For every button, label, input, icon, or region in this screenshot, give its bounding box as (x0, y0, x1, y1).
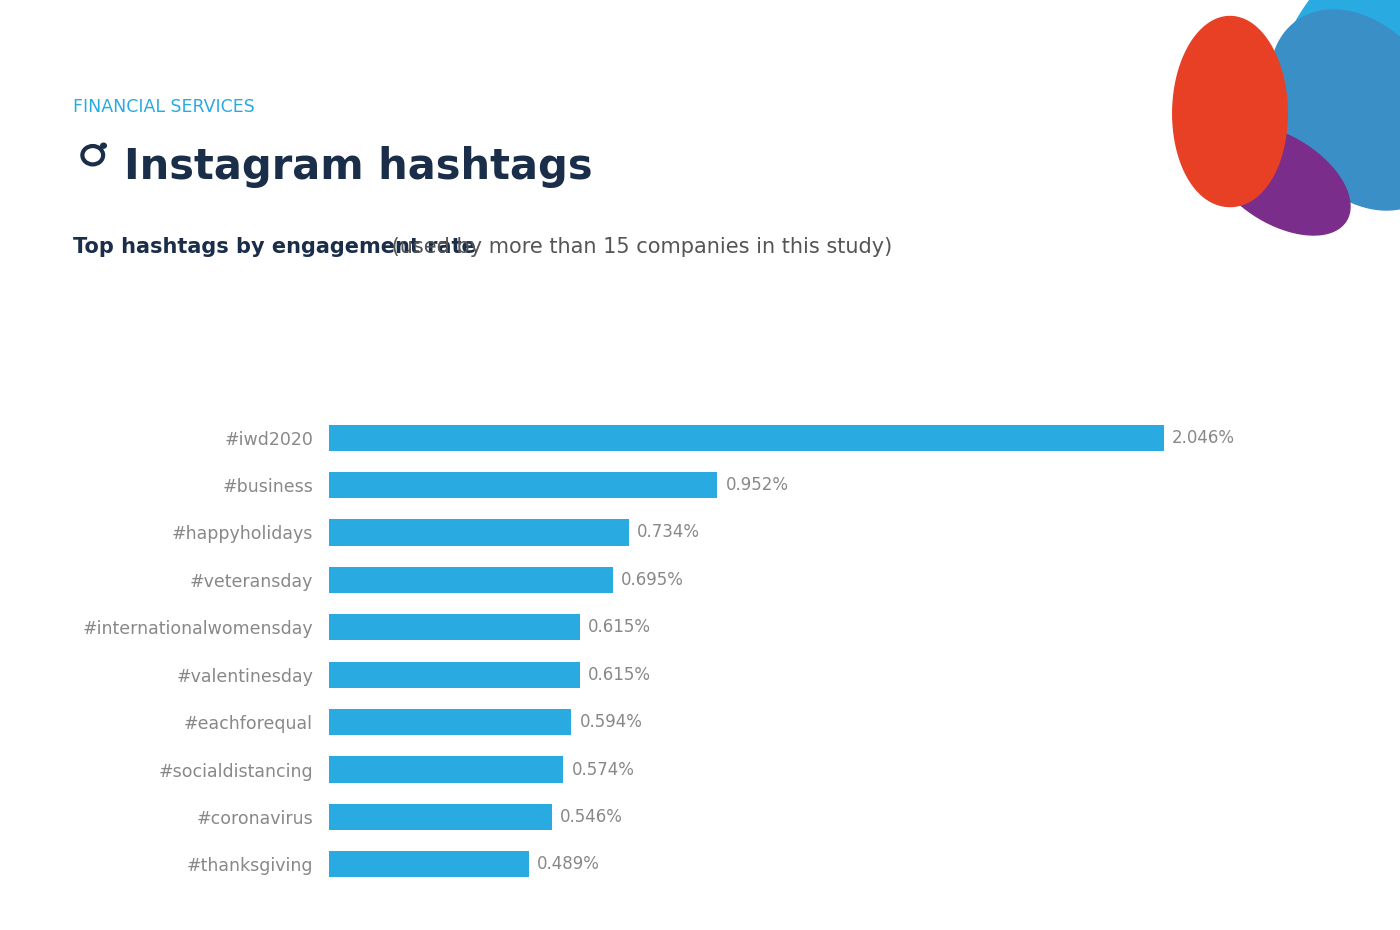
Text: 0.594%: 0.594% (580, 713, 643, 731)
Bar (329, 472, 717, 498)
Text: 0.952%: 0.952% (725, 476, 788, 494)
Polygon shape (1210, 125, 1350, 235)
Text: 0.574%: 0.574% (571, 761, 634, 778)
Bar (329, 709, 571, 735)
Polygon shape (1173, 17, 1287, 206)
Text: 2.046%: 2.046% (1172, 429, 1235, 446)
Polygon shape (1270, 10, 1400, 210)
Text: (used by more than 15 companies in this study): (used by more than 15 companies in this … (385, 237, 893, 258)
Text: 0.615%: 0.615% (588, 618, 651, 636)
Text: 0.695%: 0.695% (620, 571, 683, 589)
Text: Instagram hashtags: Instagram hashtags (123, 146, 592, 188)
Text: FINANCIAL SERVICES: FINANCIAL SERVICES (73, 98, 255, 115)
Text: IQ: IQ (1219, 865, 1250, 889)
Bar (329, 425, 1163, 451)
Bar (329, 661, 580, 688)
Text: Top hashtags by engagement rate: Top hashtags by engagement rate (73, 237, 476, 258)
Text: 0.734%: 0.734% (637, 524, 700, 541)
Bar (329, 851, 529, 877)
Text: Rival: Rival (1210, 830, 1260, 848)
Text: 0.489%: 0.489% (536, 856, 599, 873)
Circle shape (101, 143, 106, 148)
Polygon shape (1270, 0, 1400, 190)
Bar (329, 567, 613, 593)
Text: 0.615%: 0.615% (588, 666, 651, 684)
Text: 0.546%: 0.546% (560, 808, 623, 826)
Bar (329, 804, 552, 830)
Bar (329, 614, 580, 641)
Bar (329, 756, 563, 782)
Bar (329, 520, 629, 546)
